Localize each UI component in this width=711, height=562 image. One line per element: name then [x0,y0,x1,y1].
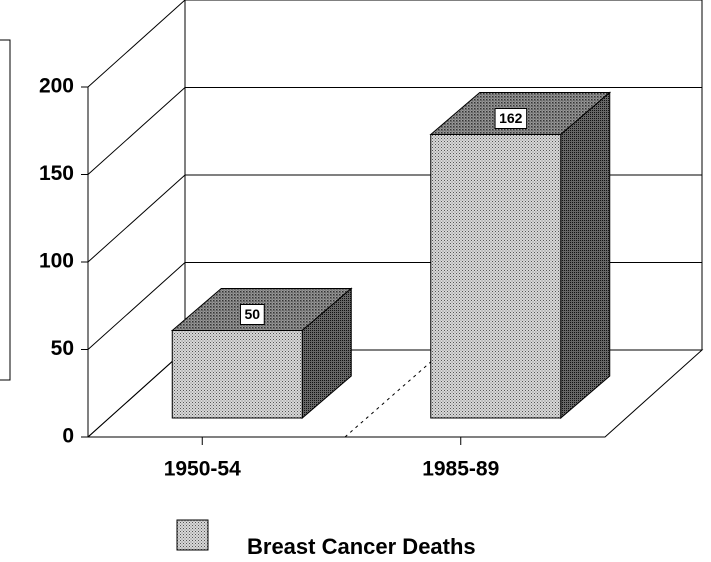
grid-line [87,87,702,175]
dotted-guide [344,359,434,438]
data-label-box [239,304,265,325]
y-tick-label: 50 [51,337,74,360]
data-label-box [494,108,528,129]
legend-label: Breast Cancer Deaths [247,534,476,559]
y-tick-label: 0 [62,425,74,448]
y-tick-label: 150 [39,162,74,185]
grid-line [87,0,702,88]
bar-side [560,91,611,420]
y-tick-label: 100 [39,250,74,273]
data-label: 162 [499,110,523,126]
frame-edge [0,39,11,381]
bar [430,134,562,419]
x-tick-label: 1985-89 [422,458,499,481]
data-label: 50 [244,306,260,322]
legend-swatch [176,519,209,551]
bar [171,330,303,419]
x-tick-label: 1950-54 [164,458,241,481]
y-tick-label: 200 [39,75,74,98]
